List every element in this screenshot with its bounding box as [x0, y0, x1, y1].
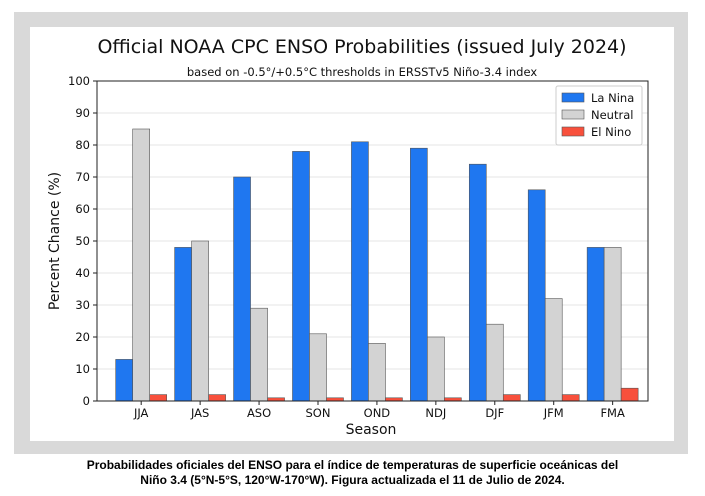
bar-el-nino-fma [620, 387, 639, 402]
x-tick-label: JJA [133, 406, 149, 420]
legend-swatch-la-nina [561, 92, 585, 103]
x-tick-label: FMA [600, 406, 625, 420]
bar-la-nina-ond [351, 141, 369, 402]
y-tick-label: 40 [75, 266, 90, 280]
bar-neutral-son [309, 333, 327, 402]
legend: La Nina Neutral El Nino [555, 85, 643, 146]
bar-la-nina-jas [174, 247, 192, 402]
bar-neutral-ndj [427, 336, 445, 402]
y-tick-label: 90 [75, 106, 90, 120]
chart-subtitle: based on -0.5°/+0.5°C thresholds in ERSS… [187, 65, 537, 79]
bar-neutral-djf [485, 323, 504, 402]
y-tick-label: 10 [75, 362, 90, 376]
legend-label-el-nino: El Nino [591, 125, 631, 139]
x-tick-label: NDJ [425, 406, 446, 420]
x-tick-label: OND [364, 406, 391, 420]
bar-el-nino-djf [502, 394, 521, 402]
legend-swatch-neutral [561, 109, 585, 120]
y-tick-label: 80 [75, 138, 90, 152]
bar-neutral-aso [250, 307, 268, 402]
x-tick-label: SON [306, 406, 331, 420]
x-tick-label: JFM [543, 406, 564, 420]
bar-la-nina-aso [233, 176, 251, 402]
y-tick-label: 100 [68, 74, 90, 88]
bar-la-nina-fma [586, 247, 605, 402]
bar-el-nino-jfm [561, 394, 580, 402]
bar-neutral-jja [132, 128, 150, 402]
x-axis-label: Season [346, 422, 397, 438]
legend-swatch-el-nino [561, 126, 585, 137]
x-tick-label: JAS [190, 406, 209, 420]
bar-la-nina-son [292, 151, 310, 402]
y-tick-label: 70 [75, 170, 90, 184]
bar-la-nina-jfm [527, 189, 546, 402]
bar-neutral-jas [191, 240, 209, 402]
y-tick-label: 0 [83, 394, 90, 408]
bar-la-nina-djf [468, 163, 487, 402]
y-tick-label: 30 [75, 298, 90, 312]
chart: Official NOAA CPC ENSO Probabilities (is… [30, 27, 674, 441]
bar-neutral-jfm [544, 298, 563, 402]
y-axis-label: Percent Chance (%) [47, 172, 63, 310]
caption-line-2: Niño 3.4 (5°N-5°S, 120°W-170°W). Figura … [140, 473, 565, 487]
figure-caption: Probabilidades oficiales del ENSO para e… [0, 458, 705, 488]
plot-area: JJA JAS ASO SON OND NDJ DJF JFM FMA 0 10 20 30 40 50 60… [68, 74, 649, 420]
chart-title: Official NOAA CPC ENSO Probabilities (is… [97, 36, 626, 58]
bar-neutral-fma [603, 247, 622, 402]
y-tick-label: 60 [75, 202, 90, 216]
bar-el-nino-jja [149, 394, 167, 402]
bar-la-nina-jja [115, 359, 133, 402]
y-tick-label: 20 [75, 330, 90, 344]
plot-frame [96, 80, 649, 402]
bar-la-nina-ndj [410, 147, 428, 402]
bar-neutral-ond [368, 343, 386, 402]
x-tick-label: DJF [485, 406, 504, 420]
y-tick-label: 50 [75, 234, 90, 248]
legend-label-neutral: Neutral [591, 108, 633, 122]
x-tick-label: ASO [247, 406, 271, 420]
legend-label-la-nina: La Nina [591, 91, 634, 105]
caption-line-1: Probabilidades oficiales del ENSO para e… [86, 458, 619, 472]
bar-el-nino-jas [208, 394, 226, 402]
